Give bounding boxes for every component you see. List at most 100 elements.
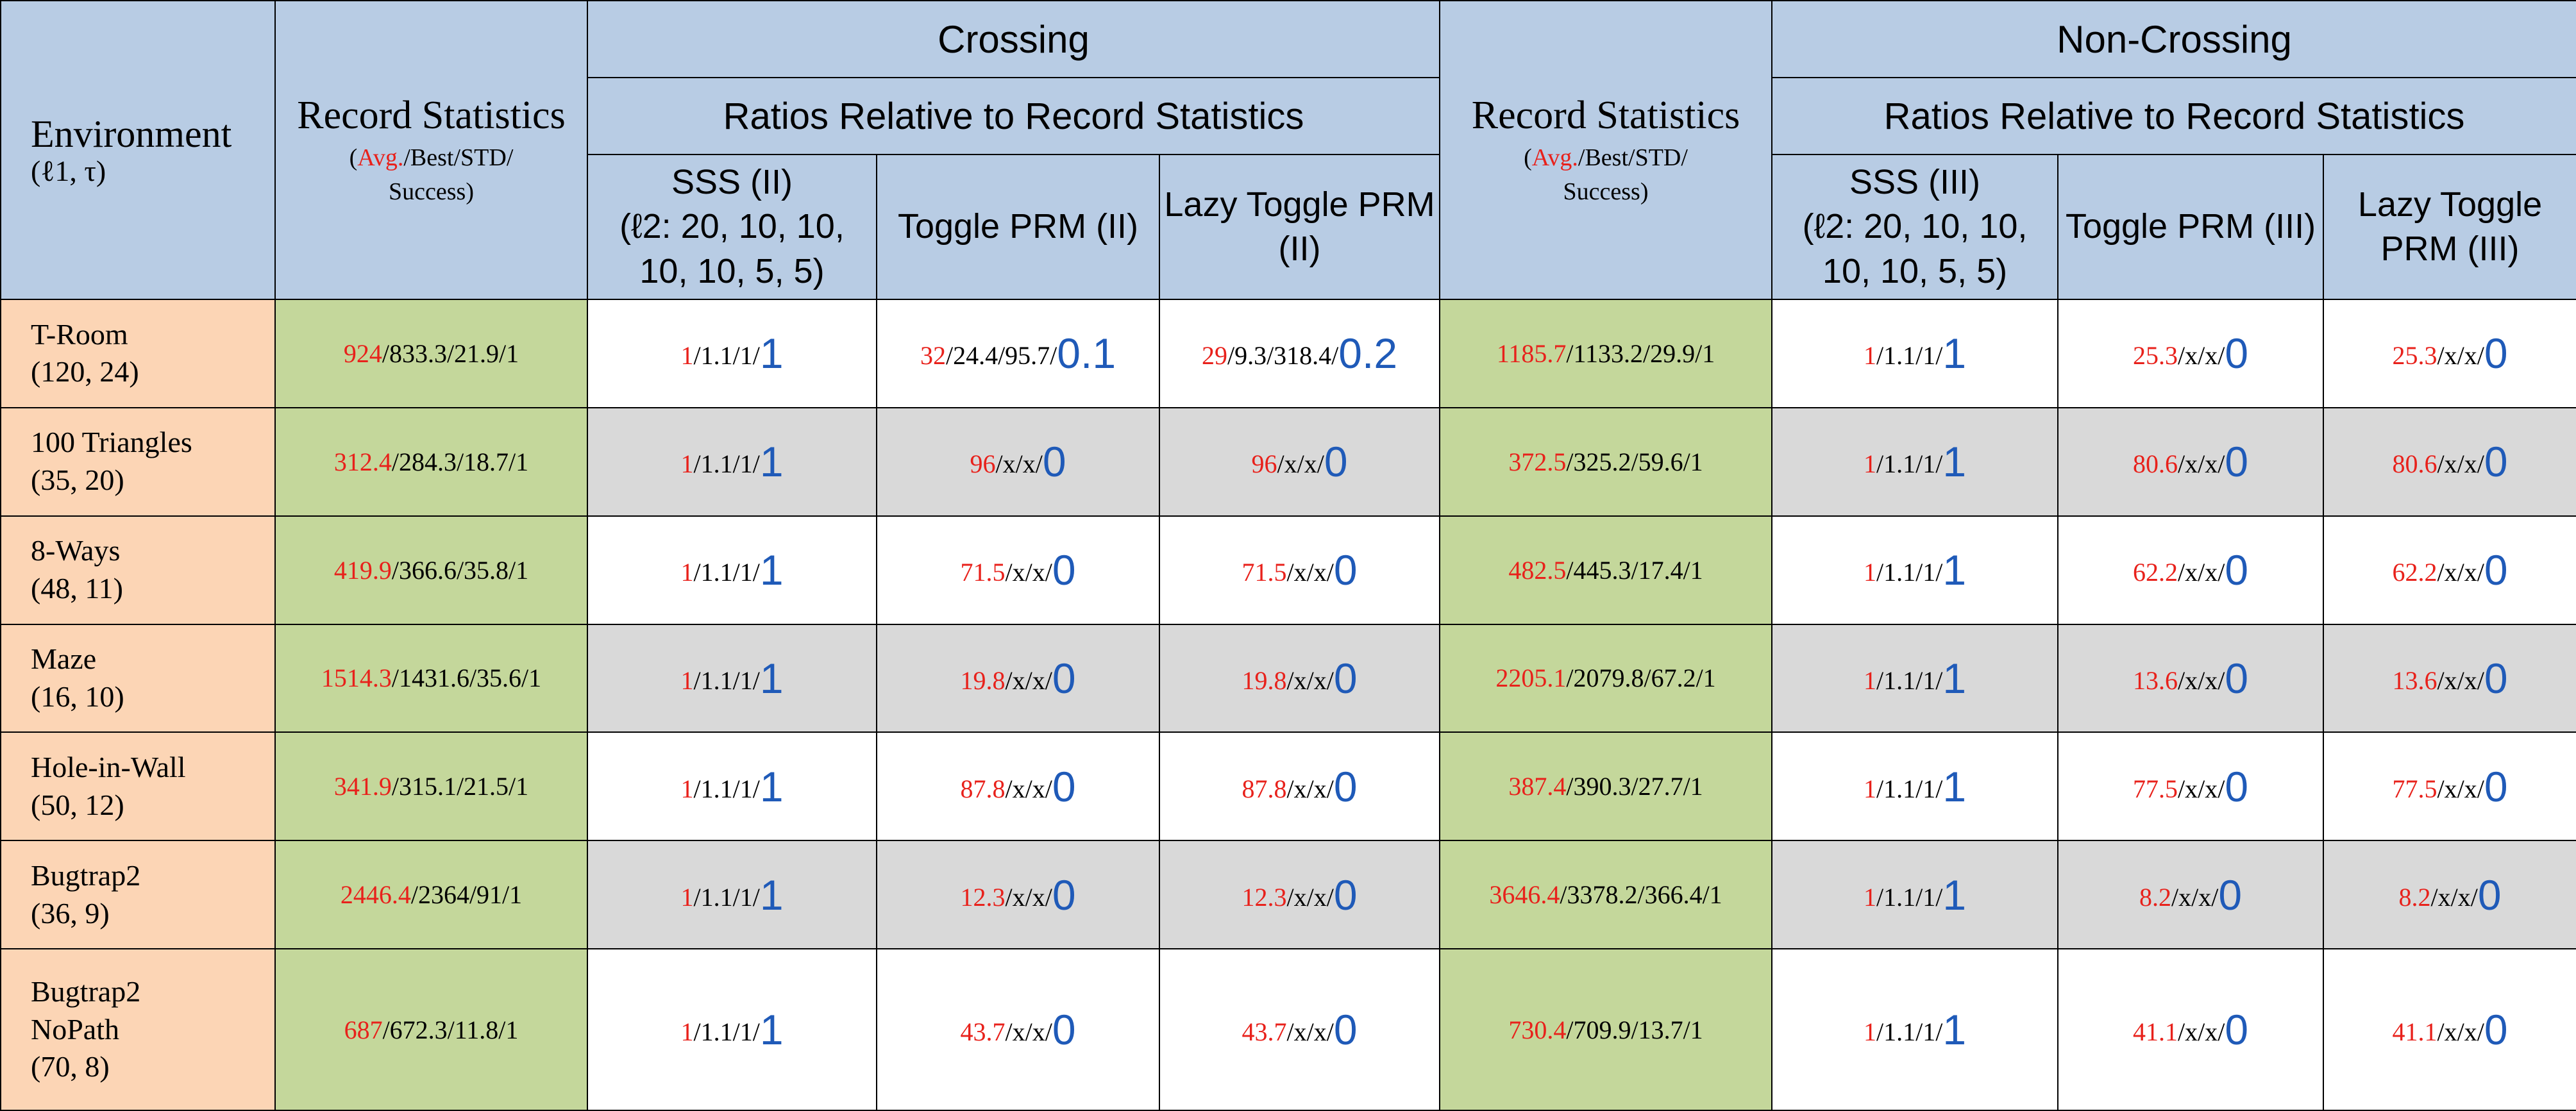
ratio-rest-values: /x/x/ (2177, 449, 2225, 479)
ratio-rest-values: /1.1/1/ (693, 1017, 760, 1047)
non-crossing-lazy-toggle-prm-ratio-cell: 77.5/x/x/0 (2323, 731, 2576, 842)
crossing-group-header: Crossing (586, 0, 1441, 78)
ratio-success-value: 0 (1333, 762, 1358, 810)
record-avg-value: 687 (344, 1015, 383, 1044)
ratio-avg-value: 12.3 (1242, 882, 1287, 912)
ratio-rest-values: /1.1/1/ (1876, 665, 1943, 695)
environment-name: T-Room (31, 317, 128, 351)
table-row: Maze (16, 10) 1514.3/1431.6/35.6/1 1/1.1/1/… (0, 623, 2576, 733)
record-header-subtitle: (Avg./Best/STD/Success) (349, 144, 514, 205)
non-crossing-toggle-prm-ratio-cell: 13.6/x/x/0 (2057, 623, 2325, 733)
non-crossing-record-header: Record Statistics (Avg./Best/STD/Success… (1439, 0, 1773, 300)
environment-cell: Bugtrap2 (36, 9) (0, 840, 276, 950)
table-row: T-Room (120, 24) 924/833.3/21.9/1 1/1.1/1/1… (0, 299, 2576, 408)
record-rest-values: /833.3/21.9/1 (382, 338, 519, 368)
sss-header-params: (ℓ2: 20, 10, 10, 10, 10, 5, 5) (1802, 207, 2028, 290)
non-crossing-record-stats-cell: 1185.7/1133.2/29.9/1 (1439, 299, 1773, 408)
record-rest-values: /1133.2/29.9/1 (1566, 338, 1715, 368)
record-rest-values: /2364/91/1 (410, 880, 523, 910)
ratio-rest-values: /x/x/ (2177, 665, 2225, 695)
ratio-success-value: 0 (1052, 871, 1076, 919)
record-header-rest: /Best/STD/ (403, 144, 514, 171)
environment-cell: Bugtrap2 NoPath (70, 8) (0, 948, 276, 1111)
crossing-lazy-toggle-prm-ratio-cell: 19.8/x/x/0 (1158, 623, 1441, 733)
ratio-success-value: 1 (759, 546, 784, 594)
ratio-avg-value: 77.5 (2132, 774, 2178, 803)
record-avg-value: 419.9 (333, 555, 392, 585)
crossing-toggle-prm-header: Toggle PRM (II) (876, 154, 1160, 300)
ratio-avg-value: 1 (1863, 558, 1876, 587)
ratio-rest-values: /x/x/ (2177, 341, 2225, 371)
record-rest-values: /325.2/59.6/1 (1566, 447, 1703, 476)
non-crossing-toggle-prm-header: Toggle PRM (III) (2057, 154, 2325, 300)
ratio-avg-value: 62.2 (2132, 558, 2178, 587)
crossing-lazy-toggle-prm-header: Lazy Toggle PRM (II) (1158, 154, 1441, 300)
ratio-success-value: 0 (2484, 546, 2508, 594)
table-row: 100 Triangles (35, 20) 312.4/284.3/18.7/1 1… (0, 406, 2576, 517)
crossing-record-stats-cell: 341.9/315.1/21.5/1 (274, 731, 588, 842)
ratio-rest-values: /x/x/ (1005, 558, 1052, 587)
ratio-avg-value: 1 (1863, 665, 1876, 695)
non-crossing-sss-ratio-cell: 1/1.1/1/1 (1771, 515, 2059, 625)
non-crossing-lazy-toggle-prm-ratio-cell: 62.2/x/x/0 (2323, 515, 2576, 625)
ratio-success-value: 0 (1052, 654, 1076, 702)
ratio-rest-values: /x/x/ (2437, 1017, 2484, 1047)
ratio-rest-values: /x/x/ (1286, 882, 1334, 912)
record-header-title: Record Statistics (1471, 94, 1740, 138)
non-crossing-toggle-prm-ratio-cell: 77.5/x/x/0 (2057, 731, 2325, 842)
ratio-avg-value: 43.7 (1242, 1017, 1287, 1047)
environment-header-params: (ℓ1, τ) (31, 154, 106, 187)
ratio-rest-values: /1.1/1/ (693, 774, 760, 803)
ratio-rest-values: /1.1/1/ (693, 558, 760, 587)
ratio-success-value: 0 (1333, 871, 1358, 919)
non-crossing-toggle-prm-ratio-cell: 8.2/x/x/0 (2057, 840, 2325, 950)
ratio-avg-value: 87.8 (1242, 774, 1287, 803)
record-avg-value: 1185.7 (1496, 338, 1567, 368)
ratio-avg-value: 19.8 (1242, 665, 1287, 695)
record-header-avg: Avg. (357, 144, 404, 171)
ratio-rest-values: /x/x/ (1005, 665, 1052, 695)
record-avg-value: 387.4 (1508, 772, 1567, 801)
table-body: T-Room (120, 24) 924/833.3/21.9/1 1/1.1/1/1… (0, 299, 2576, 1111)
environment-cell: Hole-in-Wall (50, 12) (0, 731, 276, 842)
ratio-success-value: 0 (2225, 330, 2249, 378)
environment-name: Hole-in-Wall (31, 750, 186, 783)
sss-header-title: SSS (III) (1849, 163, 1981, 202)
ratio-rest-values: /x/x/ (2171, 882, 2219, 912)
record-avg-value: 2205.1 (1495, 664, 1567, 693)
crossing-record-stats-cell: 2446.4/2364/91/1 (274, 840, 588, 950)
ratio-rest-values: /x/x/ (2437, 665, 2484, 695)
ratio-avg-value: 80.6 (2392, 449, 2437, 479)
ratio-rest-values: /24.4/95.7/ (945, 341, 1057, 371)
crossing-lazy-toggle-prm-ratio-cell: 87.8/x/x/0 (1158, 731, 1441, 842)
ratio-avg-value: 77.5 (2392, 774, 2437, 803)
environment-name-line2: NoPath (31, 1012, 119, 1046)
environment-params: (120, 24) (31, 355, 139, 388)
ratio-success-value: 0 (1052, 1006, 1076, 1054)
record-avg-value: 924 (343, 338, 382, 368)
environment-name: 8-Ways (31, 534, 121, 567)
ratio-success-value: 1 (1942, 330, 1967, 378)
environment-params: (35, 20) (31, 464, 124, 497)
crossing-record-header: Record Statistics (Avg./Best/STD/Success… (274, 0, 588, 300)
sss-header-params: (ℓ2: 20, 10, 10, 10, 10, 5, 5) (619, 207, 845, 290)
ratio-avg-value: 1 (1863, 1017, 1876, 1047)
non-crossing-lazy-toggle-prm-header: Lazy Toggle PRM (III) (2323, 154, 2576, 300)
ratio-avg-value: 8.2 (2398, 882, 2431, 912)
crossing-sss-ratio-cell: 1/1.1/1/1 (587, 623, 877, 733)
ratio-success-value: 0 (2225, 546, 2249, 594)
record-header-success: Success (1563, 178, 1640, 205)
ratio-rest-values: /x/x/ (1286, 774, 1334, 803)
ratio-avg-value: 62.2 (2392, 558, 2437, 587)
crossing-record-stats-cell: 1514.3/1431.6/35.6/1 (274, 623, 588, 733)
ratio-rest-values: /x/x/ (2437, 558, 2484, 587)
ratio-avg-value: 96 (970, 449, 996, 479)
ratio-avg-value: 25.3 (2392, 341, 2437, 371)
ratio-rest-values: /x/x/ (995, 449, 1043, 479)
ratio-avg-value: 1 (680, 774, 694, 803)
crossing-sss-header: SSS (II) (ℓ2: 20, 10, 10, 10, 10, 5, 5) (587, 154, 877, 300)
record-rest-values: /284.3/18.7/1 (391, 447, 529, 476)
table-header: Environment (ℓ1, τ) Record Statistics (A… (0, 0, 2576, 300)
ratio-rest-values: /1.1/1/ (693, 665, 760, 695)
record-header-avg: Avg. (1531, 144, 1578, 171)
